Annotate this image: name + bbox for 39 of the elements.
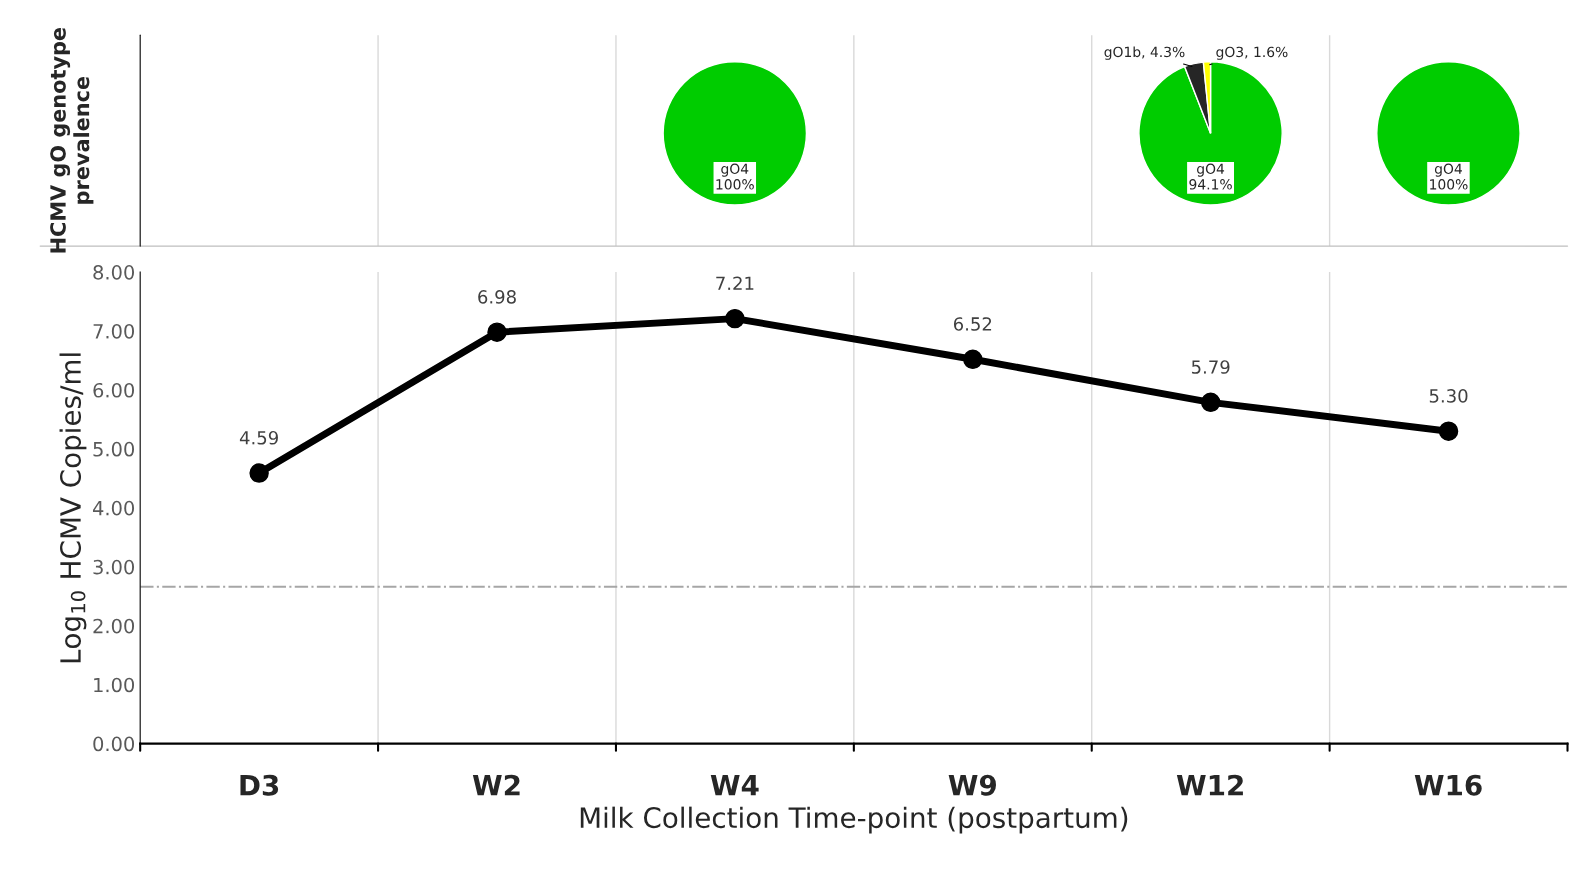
slice-label: gO1b, 4.3% bbox=[1104, 46, 1185, 60]
y-tick-label: 5.00 bbox=[93, 441, 135, 457]
point bbox=[487, 322, 507, 342]
y-tick-label: 8.00 bbox=[93, 265, 135, 280]
text: HCMV gO genotype prevalence bbox=[50, 27, 94, 253]
point bbox=[1200, 392, 1221, 413]
y-tick-label: 1.00 bbox=[94, 677, 135, 693]
point bbox=[725, 308, 745, 329]
slice-label: gO3, 1.6% bbox=[1216, 46, 1288, 60]
data-label: 94.1% bbox=[1189, 179, 1232, 190]
text: 6.98 bbox=[478, 290, 516, 304]
x-tick-label: W4 bbox=[710, 775, 759, 796]
data-label: 100% bbox=[716, 179, 754, 190]
text: 6.52 bbox=[953, 317, 992, 331]
text: 5.79 bbox=[1191, 360, 1230, 374]
text: 4.59 bbox=[239, 430, 278, 445]
y-tick-label: 0.00 bbox=[93, 736, 135, 752]
x-tick-label: W16 bbox=[1414, 774, 1482, 796]
x-tick-label: W2 bbox=[472, 774, 520, 796]
point bbox=[963, 349, 983, 370]
y-tick-label: 6.00 bbox=[93, 382, 135, 398]
y-tick-label: 4.00 bbox=[92, 500, 135, 516]
y-tick-label: 2.00 bbox=[93, 618, 135, 634]
text: 5.30 bbox=[1429, 389, 1468, 403]
y-tick-label: 3.00 bbox=[93, 559, 135, 575]
x-tick-label: W12 bbox=[1176, 774, 1243, 796]
x-tick-label: D3 bbox=[240, 774, 279, 796]
data-label: 100% bbox=[1430, 179, 1468, 190]
slice-label: gO4 bbox=[1197, 163, 1225, 177]
point bbox=[249, 463, 269, 483]
x-tick-label: W9 bbox=[948, 774, 996, 796]
slice-label: gO4 bbox=[1434, 163, 1462, 177]
pie-slice bbox=[1138, 61, 1283, 206]
point bbox=[1438, 421, 1459, 441]
text: 7.21 bbox=[716, 276, 754, 290]
y-tick-label: 7.00 bbox=[93, 323, 135, 339]
x-axis-title: Milk Collection Time-point (postpartum) bbox=[580, 806, 1128, 834]
slice-label: gO4 bbox=[721, 163, 749, 177]
y-axis-title: Log$_{10}$ HCMV Copies/ml bbox=[59, 353, 87, 663]
